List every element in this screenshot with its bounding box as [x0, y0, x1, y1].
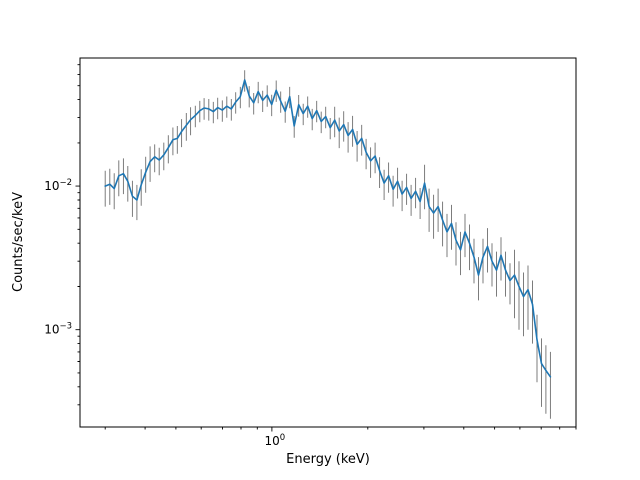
x-tick-label: 100 — [265, 433, 286, 448]
y-axis-label: Counts/sec/keV — [11, 192, 26, 292]
axis-ticks — [75, 64, 577, 432]
x-axis-label: Energy (keV) — [286, 452, 370, 467]
y-tick-label: 10−2 — [44, 178, 72, 193]
plot-generated-layer: 100 10−2 10−3 — [44, 64, 577, 448]
y-tick-label: 10−3 — [44, 322, 72, 337]
spectrum-line — [104, 79, 552, 378]
axes-spines — [79, 57, 577, 428]
